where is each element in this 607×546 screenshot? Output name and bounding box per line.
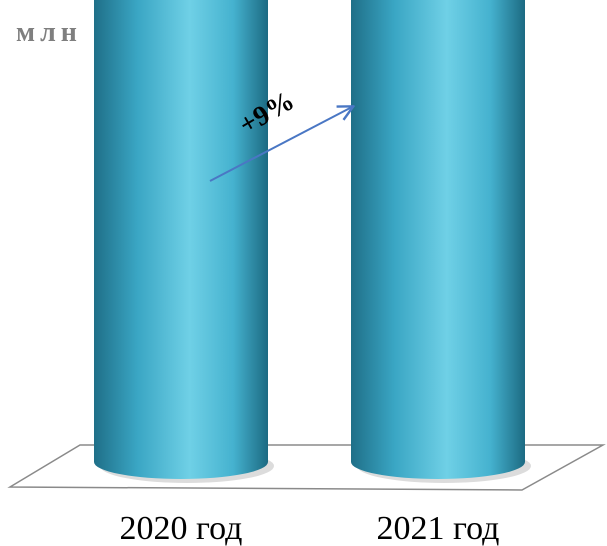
category-label-2020: 2020 год: [120, 510, 243, 546]
bar-2: [351, 0, 531, 483]
bars-group: [94, 0, 531, 483]
category-label-2021: 2021 год: [377, 510, 500, 546]
bar-1: [94, 0, 274, 483]
growth-arrow: [209, 107, 352, 182]
